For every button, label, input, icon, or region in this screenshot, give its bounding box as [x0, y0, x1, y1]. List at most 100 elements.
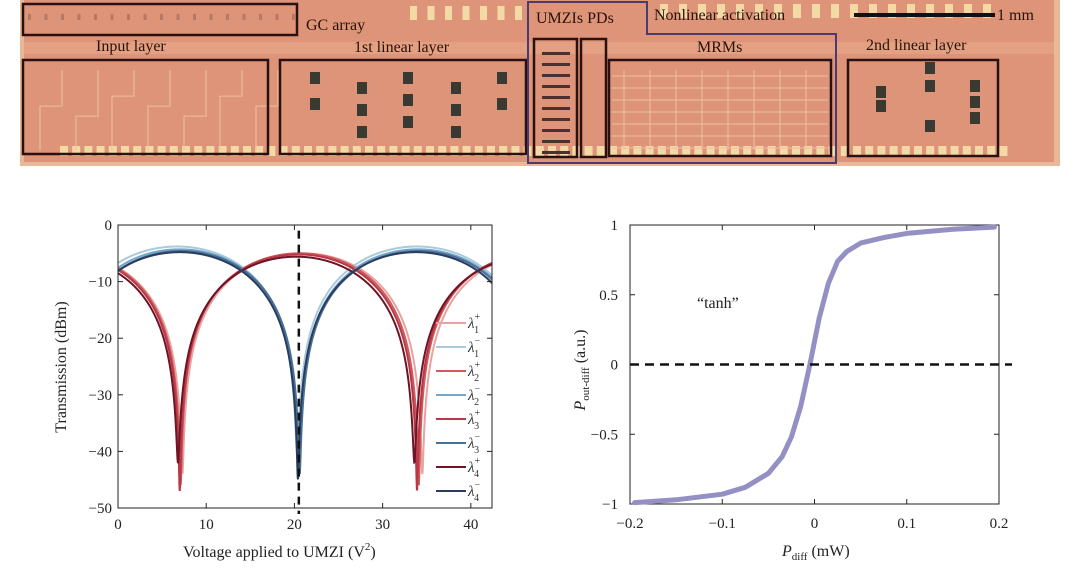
series-line	[117, 253, 493, 492]
bond-pad	[812, 4, 820, 18]
x-tick-label: 0.2	[990, 516, 1009, 532]
umzi-element	[542, 85, 570, 88]
x-tick-label: 0	[811, 516, 819, 532]
bond-pad	[926, 146, 935, 156]
y-tick-label: −1	[602, 497, 618, 513]
y-tick-label: −30	[89, 388, 112, 404]
chart1-ylabel: Transmission (dBm)	[53, 301, 70, 432]
umzi-element	[542, 118, 570, 121]
umzi-element	[542, 96, 570, 99]
label-mrms: MRMs	[697, 39, 742, 56]
bond-pad	[230, 146, 239, 156]
bond-pad	[218, 146, 227, 156]
y-tick-label: 0	[105, 218, 113, 234]
grating-coupler	[61, 14, 64, 20]
bond-pad	[609, 146, 617, 156]
waveguide	[111, 70, 135, 150]
grating-coupler	[226, 14, 229, 20]
bond-pad	[413, 146, 422, 156]
bond-pad	[657, 146, 666, 156]
bond-pad	[328, 146, 337, 156]
bond-pad	[698, 4, 706, 18]
bond-pad	[865, 146, 874, 156]
bond-pad	[694, 146, 703, 156]
bond-pad	[596, 146, 605, 156]
bond-pad	[243, 146, 251, 156]
y-tick-label: −20	[89, 331, 112, 347]
grating-coupler	[176, 14, 180, 20]
phase-shifter	[357, 104, 367, 116]
bond-pad	[755, 4, 763, 18]
bond-pad	[962, 146, 971, 156]
y-tick-label: −0.5	[591, 427, 618, 443]
chart1-xlabel: Voltage applied to UMZI (V2)	[183, 541, 376, 561]
label-scale: 1 mm	[997, 7, 1034, 24]
bond-pad	[869, 4, 877, 18]
bond-pad	[291, 146, 300, 156]
mrms-box	[607, 58, 833, 158]
umzi-element	[542, 151, 570, 154]
bond-pad	[499, 146, 508, 156]
bond-pad	[717, 4, 725, 18]
legend-label: λ+ 2	[467, 360, 481, 384]
bond-pad	[731, 146, 739, 156]
bond-pad	[964, 4, 972, 18]
x-tick-label: 30	[375, 517, 390, 533]
grating-coupler	[193, 14, 196, 20]
bond-pad	[426, 146, 434, 156]
bond-pad	[779, 146, 788, 156]
x-tick-label: 20	[287, 517, 302, 533]
nonlinear-activation-box	[527, 1, 837, 164]
phase-shifter	[970, 80, 980, 92]
bond-pad	[304, 146, 312, 156]
umzi-element	[542, 74, 570, 77]
bond-pad	[389, 146, 398, 156]
bond-pad	[84, 146, 93, 156]
y-tick-label: 0.5	[599, 288, 618, 304]
bond-pad	[169, 146, 178, 156]
bond-pad	[511, 146, 520, 156]
label-input-layer: Input layer	[96, 38, 166, 55]
waveguide	[39, 70, 63, 150]
bond-pad	[945, 4, 953, 18]
bond-pad	[850, 4, 858, 18]
bond-pad	[926, 4, 934, 18]
series-line	[117, 250, 493, 475]
y-tick-label: −40	[89, 444, 112, 460]
bond-pad	[633, 146, 642, 156]
bond-pad	[182, 146, 190, 156]
umzi-element	[542, 63, 570, 66]
bond-pad	[718, 146, 727, 156]
umzi-element	[542, 52, 570, 55]
bond-pad	[660, 4, 668, 18]
bond-pad	[316, 146, 325, 156]
bond-pad	[377, 146, 386, 156]
bond-pad	[793, 4, 801, 18]
bond-pad	[792, 146, 800, 156]
grating-coupler	[292, 14, 295, 20]
grating-coupler	[127, 14, 130, 20]
x-tick-label: −0.1	[709, 516, 736, 532]
legend-label: λ+ 4	[467, 456, 481, 480]
phase-shifter	[970, 96, 980, 108]
phase-shifter	[925, 80, 935, 92]
phase-shifter	[310, 72, 320, 84]
phase-shifter	[451, 104, 461, 116]
bond-pad	[340, 146, 349, 156]
bond-pad	[401, 146, 410, 156]
label-linear2: 2nd linear layer	[866, 37, 967, 54]
y-tick-label: 1	[611, 218, 619, 234]
x-tick-label: 0	[114, 517, 122, 533]
phase-shifter	[876, 86, 886, 98]
bond-pad	[670, 146, 678, 156]
waveguide	[147, 70, 171, 150]
chip-bus	[24, 42, 1054, 54]
bond-pad	[365, 146, 373, 156]
grating-coupler	[94, 14, 97, 20]
bond-pad	[108, 146, 117, 156]
bond-pads	[28, 4, 1008, 156]
transmission-chart: 0 10 20 30 400−10−20−30−40−50 λ+ 1λ− 1λ+ 2λ− 2λ+…	[53, 218, 493, 561]
bond-pad	[445, 6, 452, 20]
label-gc-array: GC array	[306, 17, 365, 34]
